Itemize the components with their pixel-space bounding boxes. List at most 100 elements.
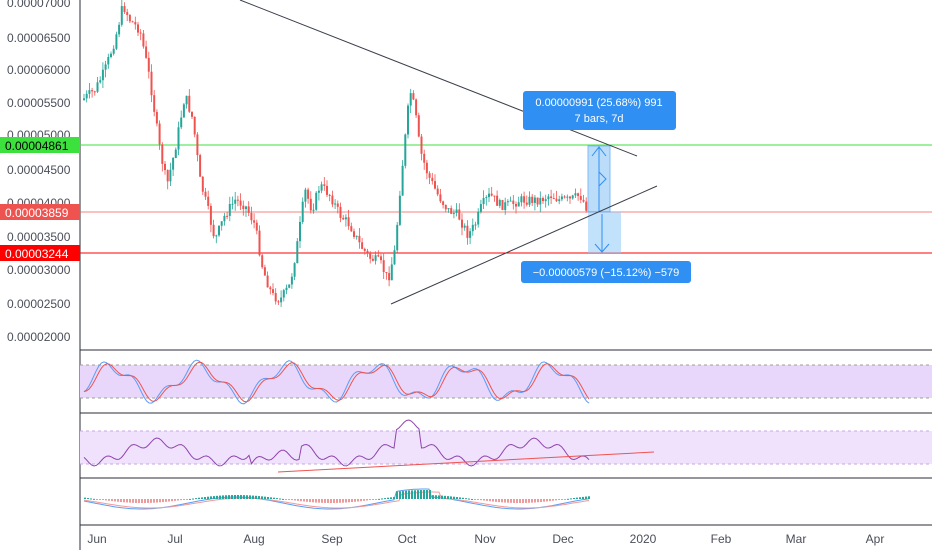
macd-histogram-bar: [240, 495, 242, 499]
candle-body: [498, 199, 501, 206]
candle-body: [142, 33, 145, 47]
candle-body: [218, 225, 220, 236]
candle-body: [342, 217, 345, 220]
macd-histogram-bar: [585, 496, 587, 499]
measure-down-box[interactable]: [588, 212, 621, 253]
x-tick-label: Mar: [786, 532, 807, 546]
measure-down-arrowhead: [594, 243, 610, 253]
candle-body: [390, 264, 393, 281]
macd-histogram-bar: [153, 499, 155, 503]
candle-body: [182, 104, 185, 118]
macd-histogram-bar: [165, 499, 167, 502]
candle-body: [328, 194, 331, 196]
macd-histogram-bar: [567, 498, 569, 500]
macd-histogram-bar: [282, 498, 284, 500]
candle-body: [336, 203, 339, 207]
macd-histogram-bar: [369, 499, 371, 501]
candles: [83, 0, 588, 307]
macd-histogram-bar: [351, 499, 353, 503]
trendline-lower[interactable]: [390, 185, 658, 305]
candle-body: [123, 6, 126, 13]
candle-body: [469, 231, 472, 238]
candle-body: [420, 136, 423, 154]
macd-histogram-bar: [93, 498, 95, 500]
macd-histogram-bar: [558, 499, 560, 500]
candle-body: [450, 208, 453, 214]
rsi-trendline[interactable]: [277, 451, 655, 473]
candle-body: [452, 212, 455, 214]
candle-body: [128, 15, 131, 22]
macd-histogram-bar: [516, 499, 518, 503]
candle-body: [482, 198, 485, 205]
macd-histogram-bar: [264, 496, 266, 499]
candle-body: [485, 197, 488, 199]
macd-histogram-bar: [435, 495, 437, 499]
macd-histogram-bar: [450, 496, 452, 499]
y-tick-label: 0.00005500: [7, 96, 71, 110]
candle-body: [290, 276, 293, 285]
candle-body: [188, 95, 191, 112]
macd-histogram-bar: [498, 499, 500, 503]
candle-body: [145, 46, 148, 58]
trendline-upper[interactable]: [239, 0, 638, 157]
macd-histogram-bar: [528, 499, 530, 503]
candle-body: [350, 226, 353, 232]
macd-histogram-bar: [561, 499, 563, 500]
macd-histogram-bar: [411, 490, 413, 499]
macd-histogram-bar: [252, 495, 254, 499]
macd-histogram-bar: [405, 490, 407, 499]
candle-body: [458, 209, 461, 220]
macd-histogram-bar: [453, 496, 455, 499]
candle-body: [245, 206, 247, 210]
candle-body: [220, 221, 223, 226]
candle-body: [371, 258, 374, 261]
callout-down-line1: −0.00000579 (−15.12%) −579: [533, 267, 680, 279]
candle-body: [536, 197, 539, 205]
candle-body: [96, 82, 99, 92]
candle-body: [409, 93, 412, 106]
macd-histogram-bar: [417, 490, 419, 499]
candle-body: [493, 195, 496, 197]
x-axis: Jun Jul Aug Sep Oct Nov Dec 2020 Feb Mar…: [87, 532, 884, 546]
macd-histogram-bar: [375, 499, 377, 500]
candle-body: [347, 217, 350, 227]
candle-body: [101, 69, 104, 81]
callout-down-box: [521, 261, 691, 283]
macd-histogram-bar: [468, 498, 470, 500]
callout-up-line2: 7 bars, 7d: [575, 113, 624, 125]
macd-histogram-bar: [300, 499, 302, 502]
macd-histogram-bar: [135, 499, 137, 503]
candle-body: [512, 200, 515, 204]
macd-histogram-bar: [321, 499, 323, 503]
macd-histogram-bar: [330, 499, 332, 503]
macd-histogram-bar: [174, 499, 176, 501]
macd-histogram-bar: [216, 495, 218, 499]
candle-body: [455, 209, 458, 213]
candle-body: [444, 204, 447, 210]
macd-histogram-bar: [84, 497, 86, 499]
candle-body: [431, 177, 434, 182]
candle-body: [434, 181, 436, 189]
candle-body: [110, 53, 112, 57]
candle-body: [93, 91, 96, 93]
macd-histogram-bar: [486, 499, 488, 501]
candle-body: [177, 127, 180, 150]
candle-body: [285, 287, 288, 291]
macd-histogram-bar: [234, 495, 236, 499]
macd-histogram-bar: [471, 498, 473, 500]
macd-histogram-bar: [186, 499, 188, 500]
macd-histogram-bar: [423, 490, 425, 499]
candle-body: [115, 34, 118, 49]
macd-histogram-bar: [444, 495, 446, 499]
candle-body: [88, 90, 91, 94]
macd-histogram-bar: [588, 496, 590, 499]
macd-histogram-bar: [408, 490, 410, 499]
candle-body: [174, 149, 177, 159]
candle-body: [339, 206, 342, 218]
y-tick-label: 0.00003500: [7, 230, 71, 244]
candle-body: [223, 215, 226, 222]
candle-body: [380, 256, 382, 261]
macd-histogram-bar: [492, 499, 494, 502]
macd-histogram-bar: [447, 496, 449, 499]
